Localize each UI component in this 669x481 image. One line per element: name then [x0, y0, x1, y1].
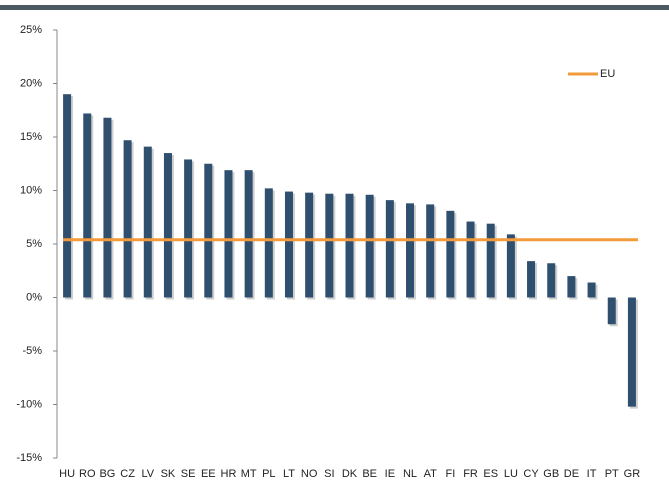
y-tick-label: 5%: [26, 238, 42, 250]
bar: [385, 200, 394, 298]
x-tick-label: IT: [587, 468, 597, 480]
x-tick-label: GR: [624, 468, 641, 480]
bar: [325, 193, 334, 298]
x-tick-label: GB: [543, 468, 559, 480]
bar: [224, 170, 233, 298]
x-tick-label: LT: [283, 468, 295, 480]
bar: [506, 234, 515, 298]
bar: [123, 140, 132, 298]
x-tick-label: CZ: [120, 468, 135, 480]
x-tick-label: AT: [424, 468, 438, 480]
x-tick-label: HR: [221, 468, 237, 480]
x-tick-label: HU: [59, 468, 75, 480]
bar: [63, 94, 72, 298]
bar: [143, 146, 152, 298]
y-tick-label: -10%: [16, 398, 42, 410]
bar: [446, 210, 455, 298]
y-tick-label: 15%: [20, 131, 42, 143]
x-tick-label: FI: [445, 468, 455, 480]
bar: [426, 204, 435, 298]
bar: [607, 297, 616, 325]
x-tick-label: FR: [463, 468, 478, 480]
header-rule: [0, 5, 669, 10]
bar: [486, 223, 495, 298]
x-tick-label: SK: [161, 468, 176, 480]
x-tick-label: NO: [301, 468, 318, 480]
x-tick-label: BG: [99, 468, 115, 480]
x-tick-label: RO: [79, 468, 96, 480]
bar: [264, 188, 273, 298]
x-tick-label: LU: [504, 468, 518, 480]
y-tick-label: -15%: [16, 452, 42, 464]
bar: [284, 191, 293, 298]
x-tick-label: PL: [262, 468, 275, 480]
x-tick-label: SE: [181, 468, 196, 480]
legend-label: EU: [600, 68, 615, 80]
bar: [204, 163, 213, 298]
y-tick-label: 0%: [26, 291, 42, 303]
x-tick-label: MT: [241, 468, 257, 480]
x-tick-label: SI: [324, 468, 334, 480]
y-tick-label: -5%: [22, 345, 42, 357]
bar: [627, 297, 636, 407]
bar: [163, 153, 172, 298]
bar: [305, 192, 314, 298]
bar: [466, 221, 475, 298]
bar: [527, 261, 536, 298]
bar: [345, 193, 354, 298]
x-tick-label: CY: [523, 468, 539, 480]
y-tick-label: 25%: [20, 24, 42, 36]
x-tick-label: ES: [483, 468, 498, 480]
x-tick-label: BE: [362, 468, 377, 480]
y-tick-label: 20%: [20, 77, 42, 89]
y-tick-label: 10%: [20, 184, 42, 196]
x-tick-label: LV: [141, 468, 154, 480]
x-tick-label: DK: [342, 468, 358, 480]
bar: [184, 159, 193, 298]
x-tick-label: DE: [564, 468, 579, 480]
bar: [547, 263, 556, 298]
bar: [587, 282, 596, 298]
x-tick-label: IE: [385, 468, 395, 480]
x-tick-label: NL: [403, 468, 417, 480]
bar: [83, 113, 92, 298]
bar: [567, 276, 576, 298]
x-tick-label: PT: [605, 468, 619, 480]
x-tick-label: EE: [201, 468, 216, 480]
bar: [406, 203, 415, 298]
bar: [365, 194, 374, 298]
bar: [244, 170, 253, 298]
bar: [103, 117, 112, 298]
